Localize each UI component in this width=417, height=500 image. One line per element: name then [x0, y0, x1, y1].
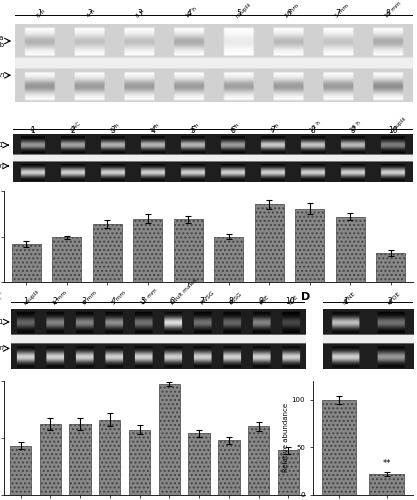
Text: FNE: FNE — [258, 294, 270, 306]
Text: D: D — [301, 292, 310, 302]
Text: 10: 10 — [285, 297, 295, 306]
Text: 1 h: 1 h — [150, 123, 160, 133]
Text: 1: 1 — [23, 297, 28, 306]
Text: nauplii: nauplii — [235, 2, 252, 19]
Text: FBSG: FBSG — [229, 291, 244, 306]
Text: 7: 7 — [199, 297, 204, 306]
Text: 6: 6 — [286, 9, 291, 18]
Bar — [93, 224, 122, 281]
Text: 9: 9 — [350, 126, 355, 134]
Text: 2 h: 2 h — [190, 123, 200, 133]
Text: FWSG: FWSG — [199, 290, 215, 306]
Text: 2: 2 — [388, 297, 393, 306]
Bar — [99, 420, 121, 495]
Bar — [214, 236, 243, 282]
Text: alpha tubulin: alpha tubulin — [0, 346, 4, 352]
Text: DAC: DAC — [70, 120, 82, 133]
Bar — [248, 426, 269, 495]
Bar — [69, 424, 91, 495]
Text: 4: 4 — [187, 9, 191, 18]
Text: 5 mm: 5 mm — [111, 290, 127, 306]
Bar — [188, 434, 210, 495]
Text: 6: 6 — [231, 126, 235, 134]
Text: HFDE: HFDE — [387, 290, 402, 306]
Text: 3: 3 — [82, 297, 87, 306]
Text: 10 mm: 10 mm — [384, 0, 402, 19]
Text: 8: 8 — [229, 297, 234, 306]
Bar — [10, 446, 31, 495]
Bar — [255, 204, 284, 282]
Text: 4: 4 — [151, 126, 156, 134]
Text: 1: 1 — [30, 126, 35, 134]
Text: FDE: FDE — [288, 294, 299, 306]
Text: 3: 3 — [137, 9, 142, 18]
Text: nauplii: nauplii — [389, 116, 407, 133]
Text: HFNE: HFNE — [342, 290, 357, 306]
Text: 8: 8 — [386, 9, 390, 18]
Text: 2: 2 — [53, 297, 57, 306]
Text: 7: 7 — [336, 9, 341, 18]
Text: IC: IC — [30, 125, 38, 133]
Bar — [336, 216, 365, 282]
Text: 1: 1 — [343, 297, 347, 306]
Bar — [218, 440, 239, 495]
Text: 8 h: 8 h — [136, 8, 146, 19]
Bar — [40, 424, 61, 495]
Text: 5: 5 — [191, 126, 195, 134]
Bar — [52, 238, 81, 282]
Text: 2: 2 — [87, 9, 92, 18]
Bar — [322, 400, 356, 495]
Text: 2 mm: 2 mm — [284, 3, 300, 19]
Text: Adult males: Adult males — [170, 278, 198, 305]
Text: 0 h: 0 h — [110, 123, 120, 133]
Text: 10 mm: 10 mm — [141, 288, 159, 306]
Bar — [376, 253, 405, 282]
Text: 4 h: 4 h — [230, 123, 240, 133]
Text: 7: 7 — [271, 126, 275, 134]
Bar — [295, 208, 324, 282]
Text: Afr-AMPKalpha1: Afr-AMPKalpha1 — [0, 319, 4, 325]
Text: 10: 10 — [388, 126, 398, 134]
Bar — [369, 474, 404, 495]
Text: alpha tubulin: alpha tubulin — [0, 72, 4, 78]
Text: **: ** — [382, 460, 391, 468]
Bar — [174, 220, 203, 282]
Y-axis label: Relative abundance: Relative abundance — [284, 404, 289, 472]
Text: 1: 1 — [38, 9, 43, 18]
Bar — [133, 218, 162, 282]
Text: 2: 2 — [70, 126, 75, 134]
Text: 14 h: 14 h — [349, 120, 362, 133]
Text: 6: 6 — [170, 297, 175, 306]
Bar — [158, 384, 180, 495]
Text: 9: 9 — [258, 297, 263, 306]
Text: 0 h: 0 h — [36, 8, 46, 19]
Text: 12 h: 12 h — [310, 120, 322, 133]
Text: nauplii: nauplii — [23, 288, 40, 306]
Text: 4: 4 — [111, 297, 116, 306]
Text: 12 h: 12 h — [185, 6, 198, 19]
Text: 3: 3 — [111, 126, 116, 134]
Bar — [129, 430, 150, 495]
Bar — [12, 244, 41, 282]
Text: 8 h: 8 h — [270, 123, 280, 133]
Text: 5: 5 — [141, 297, 146, 306]
Text: 5: 5 — [236, 9, 241, 18]
Text: Afr-AMPKalpha
5 kb: Afr-AMPKalpha 5 kb — [0, 34, 4, 48]
Text: 5 mm: 5 mm — [334, 3, 350, 19]
Text: Afr-AMPKalpha1: Afr-AMPKalpha1 — [0, 142, 4, 148]
Text: alpha tubulin: alpha tubulin — [0, 163, 4, 169]
Bar — [278, 450, 299, 495]
Text: 3 mm: 3 mm — [82, 290, 98, 306]
Text: 8: 8 — [311, 126, 315, 134]
Text: 2 mm: 2 mm — [53, 290, 68, 306]
Text: 4 h: 4 h — [86, 8, 96, 19]
